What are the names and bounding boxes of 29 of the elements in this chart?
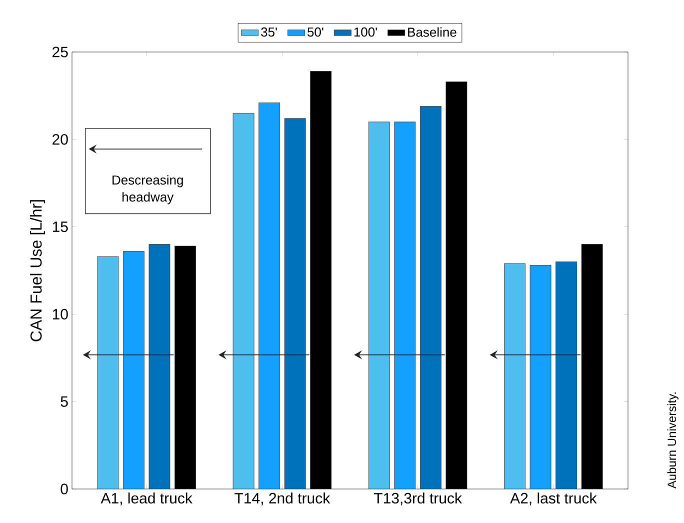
x-tick-label: T14, 2nd truck — [234, 492, 330, 506]
y-tick-label: 5 — [60, 396, 68, 407]
y-tick-label: 15 — [52, 222, 68, 232]
bar — [284, 118, 306, 489]
bar — [148, 244, 170, 489]
y-tick-label: 25 — [52, 46, 68, 58]
x-tick-label: T13,3rd truck — [374, 492, 462, 506]
bar — [97, 256, 119, 489]
legend-label: Baseline — [408, 27, 456, 37]
y-tick-label: 0 — [60, 484, 68, 494]
bar — [232, 112, 254, 489]
text: Auburn University. — [667, 392, 678, 489]
y-tick-label: 20 — [52, 134, 68, 145]
bar — [368, 122, 390, 489]
y-tick-label: 10 — [52, 308, 68, 320]
bar — [394, 122, 416, 489]
annotation: Descreasing headway — [112, 175, 183, 204]
y-axis-title: CAN Fuel Use [L/hr] — [30, 200, 45, 342]
bar — [556, 262, 578, 489]
bar — [123, 251, 144, 489]
bar — [420, 106, 442, 489]
legend-label: 50' — [308, 27, 324, 37]
legend-label: 100' — [354, 27, 377, 37]
x-tick-label: A2, last truck — [510, 492, 597, 506]
x-tick-label: A1, lead truck — [100, 492, 192, 506]
bar — [504, 263, 526, 489]
bar — [258, 102, 280, 489]
legend-label: 35' — [261, 27, 277, 37]
bar — [530, 265, 552, 489]
